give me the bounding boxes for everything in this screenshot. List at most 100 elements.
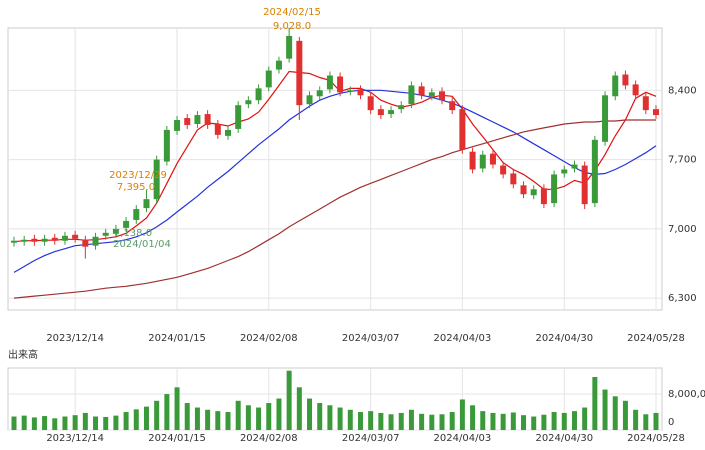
volume-bar xyxy=(21,415,27,430)
volume-bar xyxy=(653,412,659,430)
annotation-price: 7,138.0 xyxy=(114,228,152,239)
volume-bar xyxy=(633,409,639,430)
volume-bar xyxy=(296,387,302,430)
x-tick-label: 2024/05/28 xyxy=(627,333,685,344)
volume-bar xyxy=(42,416,48,430)
candle-body xyxy=(245,100,252,105)
volume-bar xyxy=(582,407,588,430)
candle-body xyxy=(561,169,568,174)
volume-bar xyxy=(93,416,99,430)
volume-bar xyxy=(72,415,78,430)
candle-body xyxy=(439,91,445,101)
x-tick-label: 2023/12/14 xyxy=(46,433,104,444)
candle-body xyxy=(632,84,639,96)
candle-body xyxy=(275,60,282,70)
candle-body xyxy=(459,109,466,150)
candle-body xyxy=(123,220,130,228)
volume-bar xyxy=(164,394,170,430)
y-tick-label: 6,300 xyxy=(668,293,697,304)
volume-bar xyxy=(378,412,384,430)
x-tick-label: 2024/04/03 xyxy=(434,333,492,344)
volume-bar xyxy=(347,409,353,430)
candle-body xyxy=(622,74,629,86)
candle-body xyxy=(602,95,609,142)
volume-bar xyxy=(439,414,445,430)
candle-body xyxy=(479,154,486,169)
candle-body xyxy=(225,129,231,136)
candle-body xyxy=(51,237,58,241)
volume-bar xyxy=(480,411,486,430)
volume-bar xyxy=(643,414,649,430)
volume-bar xyxy=(123,412,129,430)
annotation-date: 2024/01/04 xyxy=(113,239,171,250)
candle-body xyxy=(367,96,374,111)
volume-bar xyxy=(103,416,109,430)
volume-bar xyxy=(235,400,241,430)
volume-bar xyxy=(317,403,323,430)
candle-body xyxy=(469,151,476,170)
candle-body xyxy=(163,129,170,162)
candle-body xyxy=(153,159,160,200)
volume-bar xyxy=(510,412,516,430)
y-tick-label: 7,700 xyxy=(668,155,697,166)
annotation-price: 9,028.0 xyxy=(273,21,311,32)
volume-bar xyxy=(286,370,292,430)
volume-bar xyxy=(419,413,425,430)
volume-bar xyxy=(174,387,180,430)
candle-body xyxy=(653,109,659,116)
annotations: 2024/02/15 9,028.0 2023/12/29 7,395.0 7,… xyxy=(109,7,321,250)
x-tick-label: 2024/04/30 xyxy=(535,433,593,444)
volume-bar xyxy=(307,398,313,430)
candle-body xyxy=(316,90,323,97)
moving-average-line xyxy=(13,119,656,299)
candle-body xyxy=(337,76,344,93)
candle-body xyxy=(102,232,109,236)
annotation-date: 2024/02/15 xyxy=(263,7,321,18)
candle-body xyxy=(92,236,99,246)
volume-bar xyxy=(62,416,68,430)
candle-body xyxy=(612,75,619,97)
volume-bar xyxy=(11,416,17,430)
annotation-price: 7,395.0 xyxy=(117,182,155,193)
annotation-date: 2023/12/29 xyxy=(109,170,167,181)
candle-body xyxy=(174,120,181,131)
candle-body xyxy=(500,165,507,175)
volume-bar xyxy=(31,417,37,430)
x-tick-label: 2024/04/30 xyxy=(535,333,593,344)
volume-bar xyxy=(327,405,333,430)
candle-body xyxy=(428,92,435,97)
volume-bar xyxy=(449,412,455,430)
volume-bar xyxy=(531,416,537,430)
volume-bar xyxy=(143,406,149,430)
candle-body xyxy=(61,235,68,241)
candle-body xyxy=(112,228,119,234)
x-tick-label: 2024/03/07 xyxy=(342,333,400,344)
x-tick-label: 2024/01/15 xyxy=(148,433,206,444)
candle-body xyxy=(489,153,496,165)
candle-body xyxy=(184,118,191,125)
candle-body xyxy=(255,88,262,101)
candle-body xyxy=(347,90,354,92)
candle-body xyxy=(235,105,242,129)
volume-bar xyxy=(113,415,119,430)
x-tick-label: 2024/03/07 xyxy=(342,433,400,444)
volume-bar xyxy=(154,400,160,430)
candle-body xyxy=(571,164,578,169)
volume-label: 出来高 xyxy=(8,348,38,361)
volume-bar xyxy=(82,412,88,430)
candle-body xyxy=(510,173,517,185)
volume-bar xyxy=(225,412,231,430)
volume-bar xyxy=(337,407,343,430)
volume-bar xyxy=(571,411,577,430)
candle-body xyxy=(377,109,384,116)
candle-body xyxy=(408,85,415,105)
x-tick-label: 2024/05/28 xyxy=(627,433,685,444)
candle-body xyxy=(133,209,140,220)
x-tick-label: 2024/01/15 xyxy=(148,333,206,344)
volume-bar xyxy=(133,409,139,430)
volume-bar xyxy=(256,407,262,430)
candle-body xyxy=(581,165,588,205)
volume-bar xyxy=(459,399,465,430)
candle-body xyxy=(530,189,537,196)
